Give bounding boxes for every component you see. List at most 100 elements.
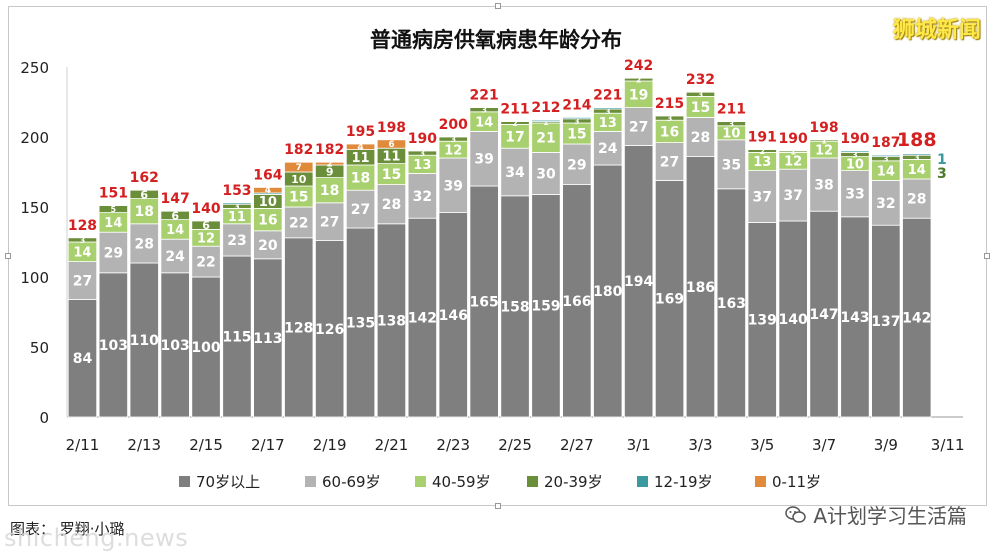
bar-segment: [191, 220, 221, 230]
legend-label: 40-59岁: [432, 473, 491, 491]
bar-segment-label: 14: [877, 164, 895, 179]
resize-handle-right[interactable]: [984, 253, 990, 259]
bar-segment-label: 11: [382, 150, 400, 165]
bar-segment: [593, 164, 623, 418]
bar-side-label: 3: [937, 166, 947, 182]
bar-segment-label: 3: [450, 135, 456, 144]
bar-segment-label: 126: [315, 322, 344, 338]
bar-segment-label: 15: [382, 167, 401, 183]
bar-segment: [840, 150, 870, 153]
x-tick-label: 2/17: [251, 436, 285, 454]
bar-segment: [624, 80, 654, 109]
wechat-account-name: A计划学习生活篇: [813, 504, 967, 528]
wechat-icon: [785, 505, 807, 523]
bar-segment: [191, 245, 221, 278]
bar-segment: [562, 117, 592, 120]
bar-segment-label: 2: [759, 147, 765, 156]
bar-segment-label: 2: [636, 75, 642, 84]
bar-segment-label: 6: [140, 188, 148, 201]
legend-swatch: [179, 476, 190, 487]
bars: 8427143128103291451511102818616210324146…: [67, 58, 947, 418]
bar-segment: [345, 164, 376, 191]
x-tick-label: 3/1: [627, 436, 651, 454]
bar-segment: [469, 107, 499, 113]
bar-segment: [129, 198, 159, 225]
bar-segment-label: 15: [691, 100, 710, 116]
bar-segment: [407, 217, 438, 418]
bar-segment-label: 143: [840, 310, 869, 326]
bar-segment: [685, 117, 716, 158]
bar-segment: [438, 157, 468, 213]
bar-segment: [129, 262, 159, 418]
bar-segment: [685, 156, 716, 418]
bar-segment-label: 110: [130, 333, 159, 349]
bar-segment-label: 1: [790, 148, 796, 157]
y-tick-label: 100: [20, 269, 49, 287]
bar-segment-label: 103: [161, 338, 190, 354]
legend-swatch: [637, 476, 648, 487]
bar-segment: [654, 115, 685, 121]
resize-handle-top[interactable]: [495, 3, 501, 9]
bar-segment-label: 27: [320, 215, 339, 231]
bar-segment-label: 14: [104, 216, 122, 231]
x-axis: 2/11 2/13 2/15 2/17 2/19 2/21 2/23 2/25 2/27 3/1 3…: [66, 436, 965, 454]
bar-segment: [284, 206, 314, 239]
bar-segment-label: 13: [753, 155, 771, 170]
bar-segment-label: 142: [902, 311, 931, 327]
x-tick-label: 3/5: [750, 436, 774, 454]
bar-segment-label: 18: [351, 171, 370, 187]
bar-segment: [624, 77, 654, 82]
legend-label: 20-39岁: [544, 473, 603, 491]
bar-segment-label: 137: [871, 314, 900, 330]
bar-segment: [160, 210, 190, 220]
bar-segment: [809, 157, 839, 212]
bar-total-label: 214: [562, 97, 591, 113]
bar-segment-label: 35: [722, 157, 741, 173]
bar-segment-label: 146: [439, 308, 468, 324]
bar-segment-label: 10: [291, 173, 307, 186]
bar-segment-label: 166: [562, 294, 591, 310]
bar-segment: [747, 170, 777, 223]
bar-segment-label: 19: [629, 87, 648, 103]
bar-segment: [716, 139, 746, 190]
bar-segment-label: 4: [265, 186, 271, 196]
bar-segment-label: 84: [73, 351, 93, 367]
bar-total-label: 221: [593, 88, 622, 104]
bar-total-label: 221: [470, 88, 499, 104]
bar-segment-label: 28: [907, 192, 926, 208]
bar-segment-label: 11: [228, 210, 246, 225]
bar-segment: [562, 143, 592, 185]
resize-handle-bottom[interactable]: [495, 503, 501, 509]
bar-segment-label: 158: [500, 299, 529, 315]
bar-segment-label: 3: [852, 150, 858, 159]
bar-segment: [222, 255, 252, 418]
bar-segment: [778, 150, 808, 153]
y-tick-label: 150: [20, 199, 49, 217]
bar-segment: [222, 202, 252, 205]
legend-label: 0-11岁: [772, 473, 821, 491]
bar-segment-label: 23: [227, 233, 246, 249]
bar-segment: [531, 151, 561, 195]
resize-handle-left[interactable]: [5, 253, 11, 259]
bar-segment: [871, 224, 901, 418]
bar-segment-label: 17: [505, 129, 524, 145]
bar-segment: [253, 258, 283, 418]
bar-segment: [500, 121, 530, 125]
bar-segment-label: 14: [73, 245, 91, 260]
bar-total-label: 212: [531, 100, 560, 116]
bar-segment-label: 27: [660, 155, 679, 171]
bar-total-label: 128: [68, 218, 97, 234]
x-tick-label: 2/21: [375, 436, 409, 454]
bar-segment-label: 6: [171, 209, 179, 222]
bar-total-label: 182: [315, 142, 344, 158]
bar-segment: [840, 170, 870, 218]
bar-segment-label: 2: [327, 160, 333, 170]
bar-segment: [902, 217, 932, 418]
wechat-watermark: A计划学习生活篇: [785, 500, 967, 529]
bar-segment-label: 28: [135, 236, 154, 252]
bar-segment: [902, 178, 932, 219]
bar-segment-label: 12: [815, 143, 833, 158]
bar-segment-label: 32: [876, 196, 895, 212]
bar-segment-label: 15: [289, 190, 308, 206]
